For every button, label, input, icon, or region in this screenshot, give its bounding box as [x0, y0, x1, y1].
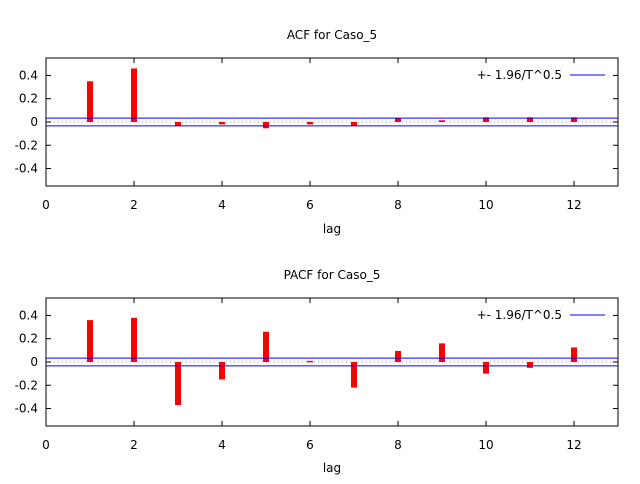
y-tick-label: -0.4 — [15, 402, 38, 416]
bar-lag-7 — [351, 362, 357, 388]
bar-lag-8 — [395, 118, 401, 122]
legend: +- 1.96/T^0.5 — [477, 308, 605, 322]
pacf-panel: PACF for Caso_5 0.4 0.2 0 -0.2 -0.4 0 2 4 6 8 10 12 l… — [15, 268, 619, 475]
x-tick-label: 8 — [394, 198, 402, 212]
y-tick-label: 0.4 — [19, 68, 38, 82]
bar-lag-5 — [263, 331, 269, 362]
legend-label: +- 1.96/T^0.5 — [477, 308, 562, 322]
bar-lag-4 — [219, 362, 225, 380]
y-tick-label: 0 — [30, 355, 38, 369]
bar-lag-6 — [307, 122, 313, 125]
bar-lag-2 — [131, 68, 137, 122]
legend-label: +- 1.96/T^0.5 — [477, 68, 562, 82]
x-axis-label: lag — [323, 222, 341, 236]
bar-lag-12 — [571, 117, 577, 122]
legend: +- 1.96/T^0.5 — [477, 68, 605, 82]
bar-lag-1 — [87, 320, 93, 362]
bar-lag-11 — [527, 117, 533, 122]
bar-lag-10 — [483, 362, 489, 374]
bar-lag-8 — [395, 350, 401, 362]
bar-lag-7 — [351, 122, 357, 126]
bar-lag-3 — [175, 122, 181, 126]
x-tick-label: 12 — [566, 438, 581, 452]
x-tick-label: 10 — [478, 438, 493, 452]
x-tick-label: 8 — [394, 438, 402, 452]
chart-title: PACF for Caso_5 — [284, 268, 381, 282]
x-tick-label: 2 — [130, 438, 138, 452]
bar-lag-3 — [175, 362, 181, 406]
y-tick-label: 0.2 — [19, 92, 38, 106]
bar-lag-2 — [131, 317, 137, 362]
x-tick-label: 6 — [306, 198, 314, 212]
y-tick-label: 0.2 — [19, 332, 38, 346]
x-tick-label: 2 — [130, 198, 138, 212]
x-tick-label: 10 — [478, 198, 493, 212]
x-tick-label: 4 — [218, 198, 226, 212]
acf-panel: ACF for Caso_5 0.4 0.2 0 -0.2 -0.4 0 2 4 6 8 10 12 la… — [15, 28, 619, 236]
chart-title: ACF for Caso_5 — [287, 28, 377, 42]
bar-lag-9 — [439, 343, 445, 362]
bar-lag-10 — [483, 117, 489, 122]
y-tick-label: 0.4 — [19, 308, 38, 322]
y-tick-label: -0.2 — [15, 138, 38, 152]
bar-lag-9 — [439, 120, 445, 122]
bar-lag-1 — [87, 81, 93, 122]
bar-lag-6 — [307, 360, 313, 363]
bar-lag-4 — [219, 122, 225, 125]
bar-lag-12 — [571, 347, 577, 362]
bar-lag-5 — [263, 122, 269, 129]
y-tick-label: -0.4 — [15, 162, 38, 176]
y-tick-label: -0.2 — [15, 378, 38, 392]
x-tick-label: 0 — [42, 438, 50, 452]
x-tick-label: 12 — [566, 198, 581, 212]
x-tick-label: 0 — [42, 198, 50, 212]
x-tick-label: 6 — [306, 438, 314, 452]
bar-lag-11 — [527, 362, 533, 368]
y-tick-label: 0 — [30, 115, 38, 129]
x-axis-label: lag — [323, 461, 341, 475]
x-tick-label: 4 — [218, 438, 226, 452]
